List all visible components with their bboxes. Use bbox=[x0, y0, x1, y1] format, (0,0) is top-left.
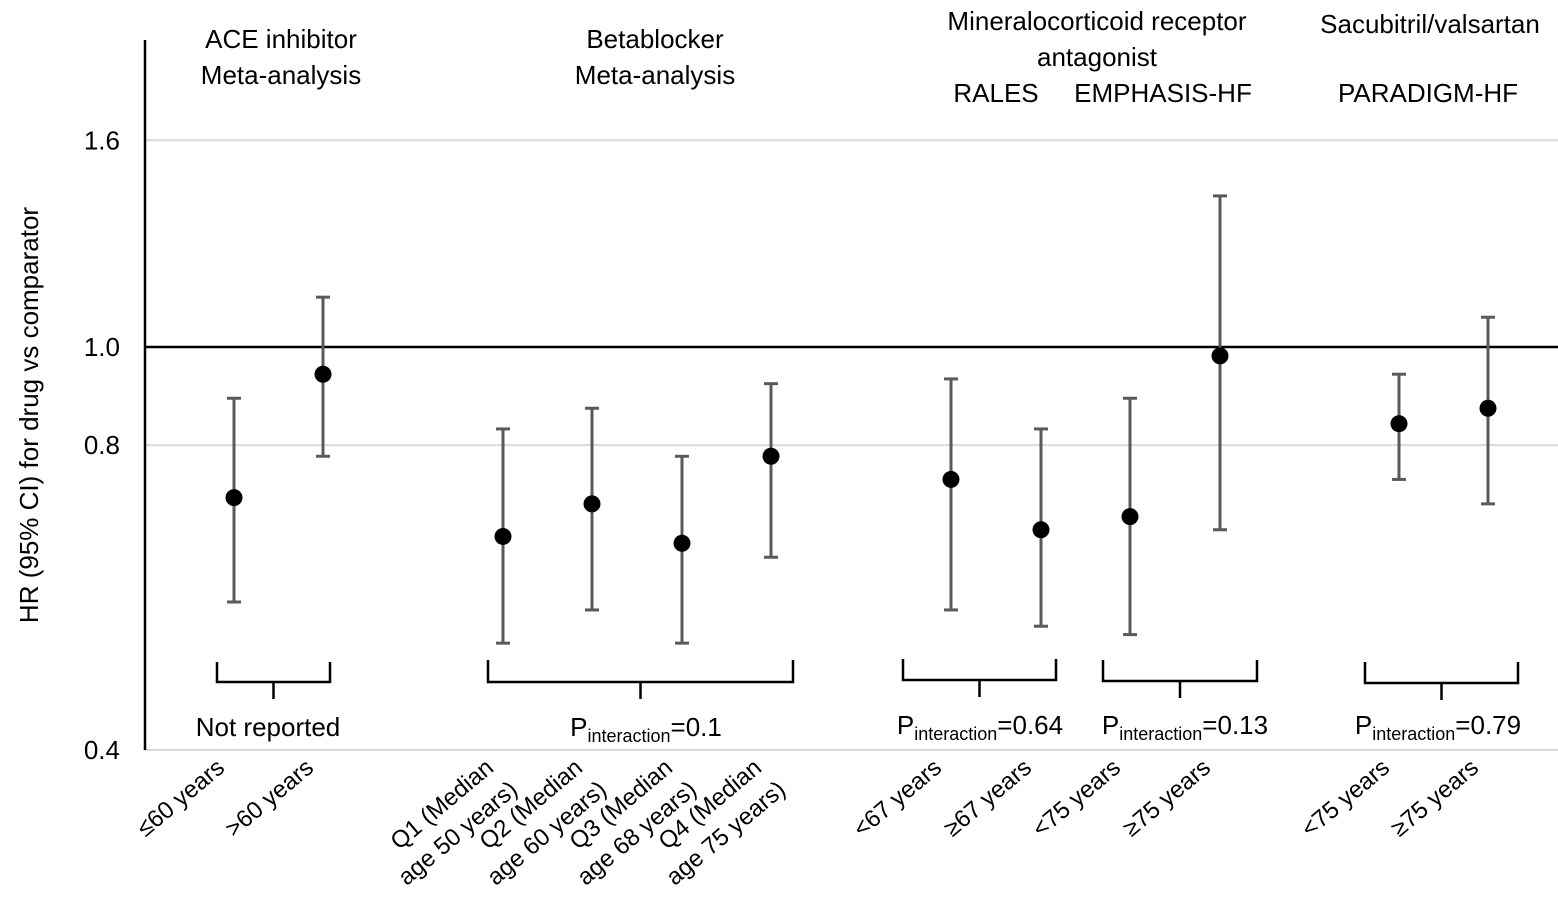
interaction-bracket bbox=[1363, 662, 1520, 700]
category-label: <75 years bbox=[1027, 754, 1126, 843]
group-title: Mineralocorticoid receptor bbox=[947, 6, 1246, 36]
y-tick-label: 0.4 bbox=[84, 735, 120, 765]
data-point-group bbox=[494, 427, 512, 645]
p-value: =0.64 bbox=[997, 710, 1063, 740]
group-title: Sacubitril/valsartan bbox=[1320, 9, 1540, 39]
data-point-group bbox=[942, 377, 960, 612]
data-point-group bbox=[1121, 396, 1139, 637]
p-prefix: P bbox=[1355, 710, 1372, 740]
p-value: =0.1 bbox=[671, 712, 722, 742]
interaction-brackets bbox=[215, 659, 1520, 700]
category-label: ≥75 years bbox=[1118, 754, 1216, 842]
data-point-group bbox=[673, 454, 691, 645]
interaction-label: Pinteraction=0.13 bbox=[1102, 710, 1268, 744]
data-point bbox=[762, 447, 780, 465]
data-point bbox=[583, 495, 601, 513]
group-title: ACE inhibitor bbox=[205, 24, 357, 54]
category-label: <67 years bbox=[848, 754, 947, 843]
data-point-group bbox=[225, 396, 243, 604]
data-point-group bbox=[314, 295, 332, 458]
category-label: ≤60 years bbox=[132, 754, 230, 842]
y-tick-label: 1.0 bbox=[84, 332, 120, 362]
category-label: ≥67 years bbox=[939, 754, 1037, 842]
y-axis-label-group: HR (95% CI) for drug vs comparator bbox=[14, 207, 44, 623]
group-title: PARADIGM-HF bbox=[1338, 78, 1518, 108]
interaction-labels: Not reported Pinteraction=0.1 Pinteraction… bbox=[196, 710, 1521, 746]
interaction-label: Not reported bbox=[196, 712, 341, 742]
interaction-label: Pinteraction=0.79 bbox=[1355, 710, 1521, 744]
gridlines bbox=[145, 139, 1558, 751]
p-prefix: P bbox=[897, 710, 914, 740]
data-point bbox=[225, 489, 243, 507]
interaction-bracket bbox=[901, 659, 1058, 697]
p-value: =0.13 bbox=[1202, 710, 1268, 740]
interaction-bracket bbox=[486, 660, 795, 699]
data-point-group bbox=[1211, 194, 1229, 532]
p-prefix: P bbox=[1102, 710, 1119, 740]
group-title: Meta-analysis bbox=[201, 60, 361, 90]
data-point bbox=[1211, 347, 1229, 365]
category-label: <75 years bbox=[1296, 754, 1395, 843]
data-point bbox=[1390, 415, 1408, 433]
data-point-group bbox=[1390, 372, 1408, 481]
category-label: ≥75 years bbox=[1386, 754, 1484, 842]
axes bbox=[143, 40, 1558, 750]
interaction-bracket bbox=[1101, 660, 1259, 698]
category-label: >60 years bbox=[220, 754, 319, 843]
data-point bbox=[942, 470, 960, 488]
data-point-group bbox=[762, 382, 780, 559]
data-point bbox=[314, 365, 332, 383]
group-title: Meta-analysis bbox=[575, 60, 735, 90]
data-point bbox=[494, 527, 512, 545]
group-titles: ACE inhibitor Meta-analysis Betablocker Met… bbox=[201, 6, 1540, 108]
p-value: =0.79 bbox=[1455, 710, 1521, 740]
data-marks bbox=[225, 194, 1497, 645]
data-point bbox=[1479, 399, 1497, 417]
p-prefix: P bbox=[570, 712, 587, 742]
interaction-bracket bbox=[215, 662, 332, 699]
data-point-group bbox=[583, 406, 601, 612]
group-title: RALES bbox=[953, 78, 1038, 108]
p-subscript: interaction bbox=[1372, 724, 1455, 744]
data-point-group bbox=[1032, 427, 1050, 628]
y-tick-label: 0.8 bbox=[84, 430, 120, 460]
data-point bbox=[1032, 521, 1050, 539]
group-title: EMPHASIS-HF bbox=[1074, 78, 1252, 108]
data-point-group bbox=[1479, 315, 1497, 506]
data-point bbox=[1121, 508, 1139, 526]
y-tick-labels: 0.4 0.8 1.0 1.6 bbox=[84, 125, 120, 765]
interaction-label: Pinteraction=0.64 bbox=[897, 710, 1063, 744]
p-subscript: interaction bbox=[914, 724, 997, 744]
group-title: antagonist bbox=[1037, 42, 1158, 72]
p-subscript: interaction bbox=[1119, 724, 1202, 744]
group-title: Betablocker bbox=[586, 24, 724, 54]
y-axis-label: HR (95% CI) for drug vs comparator bbox=[14, 207, 44, 623]
data-point bbox=[673, 534, 691, 552]
interaction-label: Pinteraction=0.1 bbox=[570, 712, 722, 746]
p-subscript: interaction bbox=[587, 726, 670, 746]
y-tick-label: 1.6 bbox=[84, 125, 120, 155]
